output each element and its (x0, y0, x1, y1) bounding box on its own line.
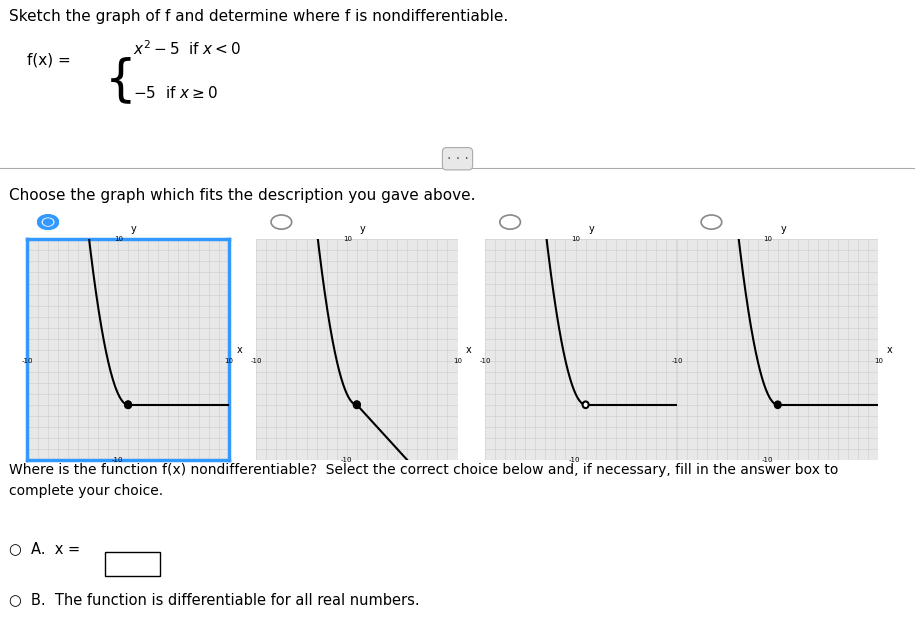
Text: x: x (237, 345, 242, 355)
Text: -10: -10 (251, 358, 262, 365)
Circle shape (775, 401, 780, 408)
Circle shape (583, 401, 588, 408)
Text: x: x (887, 345, 892, 355)
Text: Choose the graph which fits the description you gave above.: Choose the graph which fits the descript… (9, 188, 476, 203)
Circle shape (354, 401, 360, 408)
Text: ○  B.  The function is differentiable for all real numbers.: ○ B. The function is differentiable for … (9, 593, 420, 607)
Text: x: x (466, 345, 471, 355)
Text: 10: 10 (343, 236, 351, 243)
Text: 10: 10 (874, 358, 883, 365)
Circle shape (42, 218, 54, 226)
Circle shape (500, 215, 521, 229)
Circle shape (125, 401, 131, 408)
Circle shape (701, 215, 722, 229)
Text: 10: 10 (572, 236, 580, 243)
Text: -10: -10 (761, 457, 772, 463)
Text: x: x (694, 345, 700, 355)
Circle shape (354, 401, 360, 408)
Text: 10: 10 (114, 236, 123, 243)
Text: -10: -10 (479, 358, 490, 365)
Text: 10: 10 (682, 358, 691, 365)
Text: 10: 10 (764, 236, 772, 243)
Circle shape (38, 215, 59, 229)
Text: Where is the function f(x) nondifferentiable?  Select the correct choice below a: Where is the function f(x) nondifferenti… (9, 463, 838, 498)
Text: y: y (131, 224, 137, 234)
Text: 10: 10 (453, 358, 462, 365)
Text: ○  A.  x =: ○ A. x = (9, 542, 81, 556)
Text: Sketch the graph of f and determine where f is nondifferentiable.: Sketch the graph of f and determine wher… (9, 9, 509, 24)
Circle shape (44, 219, 53, 225)
Text: · · ·: · · · (447, 152, 468, 166)
Text: $x^2 - 5$  if $x < 0$: $x^2 - 5$ if $x < 0$ (133, 39, 241, 57)
Text: -10: -10 (672, 358, 683, 365)
Text: y: y (588, 224, 595, 234)
Text: -10: -10 (22, 358, 33, 365)
Text: f(x) =: f(x) = (27, 53, 71, 68)
Text: $-5$  if $x \geq 0$: $-5$ if $x \geq 0$ (133, 84, 218, 101)
Circle shape (125, 401, 131, 408)
Text: y: y (780, 224, 787, 234)
Text: -10: -10 (569, 457, 580, 463)
Text: y: y (360, 224, 366, 234)
Text: -10: -10 (112, 457, 123, 463)
Text: {: { (105, 57, 137, 105)
FancyBboxPatch shape (105, 552, 160, 576)
Text: -10: -10 (340, 457, 351, 463)
Text: 10: 10 (224, 358, 233, 365)
Circle shape (271, 215, 292, 229)
